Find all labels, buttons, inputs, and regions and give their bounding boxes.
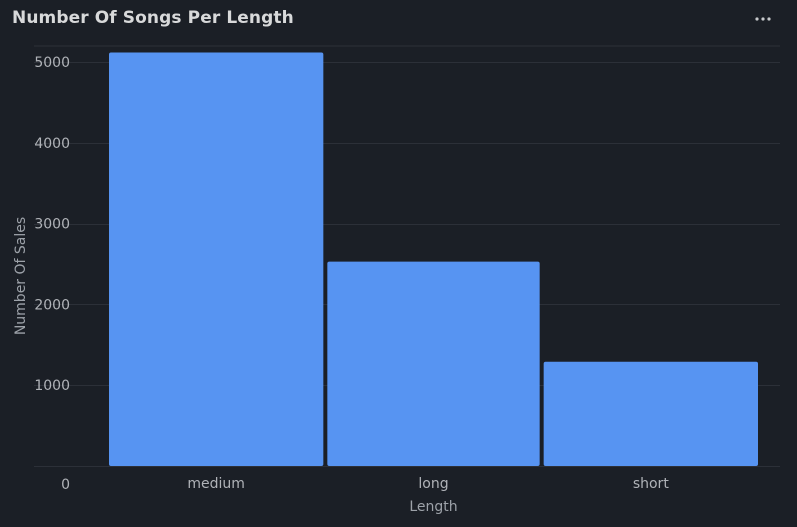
- bar-medium[interactable]: [109, 52, 324, 466]
- x-tick-label-long: long: [418, 476, 448, 492]
- y-tick-label: 4000: [34, 136, 70, 152]
- y-tick-label: 5000: [34, 55, 70, 71]
- y-tick-label: 2000: [34, 297, 70, 313]
- y-axis-ticks: 0 1000 2000 3000 4000 5000: [34, 55, 70, 493]
- more-horizontal-icon: [755, 17, 771, 21]
- y-tick-label: 1000: [34, 378, 70, 394]
- x-tick-label-medium: medium: [187, 476, 245, 492]
- x-axis-ticks: medium long short: [187, 476, 669, 492]
- bar-long[interactable]: [327, 261, 540, 466]
- bar-short[interactable]: [543, 361, 758, 466]
- x-tick-label-short: short: [633, 476, 669, 492]
- y-tick-label: 3000: [34, 217, 70, 233]
- bar-series: [109, 52, 758, 466]
- panel-menu-button[interactable]: [749, 8, 777, 30]
- panel-title: Number Of Songs Per Length: [12, 8, 294, 28]
- y-tick-label: 0: [61, 477, 70, 493]
- y-axis-title: Number Of Sales: [13, 217, 29, 335]
- x-axis-title: Length: [409, 499, 457, 515]
